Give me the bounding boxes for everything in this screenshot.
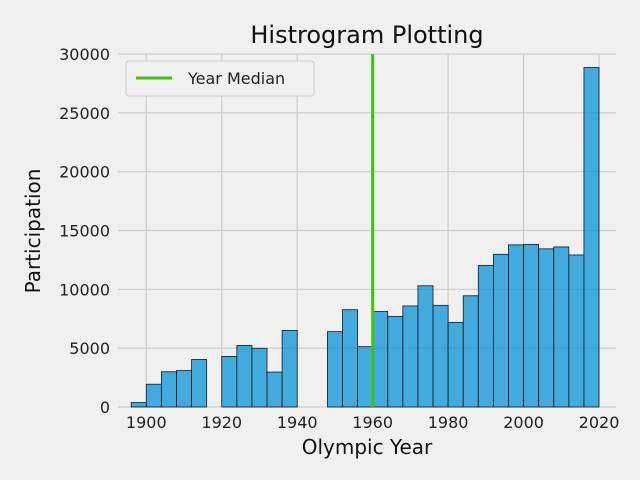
histogram-bar <box>372 311 389 408</box>
x-tick-label: 1920 <box>201 413 242 432</box>
histogram-bar <box>266 371 283 408</box>
histogram-bar <box>357 346 374 408</box>
x-tick-label: 2020 <box>579 413 620 432</box>
legend-box <box>125 60 315 97</box>
histogram-bar <box>387 315 404 408</box>
legend: Year Median <box>125 60 315 97</box>
x-tick-labels: 1900 1920 1940 1960 1980 2000 2020 <box>126 413 619 432</box>
y-tick-label: 20000 <box>59 163 110 182</box>
histogram-bar <box>568 254 585 408</box>
histogram-bar <box>432 304 449 408</box>
histogram-bar <box>191 359 208 408</box>
histogram-bar <box>508 244 524 408</box>
histogram-bar <box>145 383 162 408</box>
histogram-bar <box>553 246 570 408</box>
histogram-bar <box>342 309 358 408</box>
histogram-bar <box>251 347 268 408</box>
histogram-bar <box>583 67 600 408</box>
histogram-bar <box>402 305 419 408</box>
x-axis-title: Olympic Year <box>302 435 433 459</box>
histogram-bar <box>477 264 494 408</box>
y-axis-title: Participation <box>21 169 45 294</box>
histogram-bar <box>538 248 555 408</box>
histogram-bar <box>221 356 238 408</box>
histogram-bar <box>326 331 343 408</box>
x-tick-label: 1940 <box>277 413 318 432</box>
histogram-bar <box>281 330 298 408</box>
x-tick-label: 2000 <box>503 413 544 432</box>
histogram-bars <box>130 67 600 408</box>
legend-median-label: Year Median <box>187 69 285 88</box>
x-tick-label: 1960 <box>352 413 393 432</box>
histogram-bar <box>492 253 509 408</box>
x-tick-label: 1900 <box>126 413 167 432</box>
histogram-bar <box>160 371 177 408</box>
y-tick-label: 5000 <box>69 339 110 358</box>
chart-title: Histrogram Plotting <box>250 21 483 49</box>
histogram-bar <box>176 370 192 408</box>
histogram-bar <box>462 295 479 408</box>
histogram-bar <box>130 402 147 408</box>
histogram-bar <box>523 243 540 408</box>
histogram-bar <box>417 285 434 408</box>
histogram-bar <box>236 345 253 408</box>
y-tick-labels: 0 5000 10000 15000 20000 25000 30000 <box>59 45 110 417</box>
y-tick-label: 15000 <box>59 222 110 241</box>
y-tick-label: 0 <box>100 398 110 417</box>
histogram-bar <box>447 321 464 408</box>
x-tick-label: 1980 <box>428 413 469 432</box>
y-tick-label: 10000 <box>59 280 110 299</box>
y-tick-label: 30000 <box>59 45 110 64</box>
y-tick-label: 25000 <box>59 104 110 123</box>
